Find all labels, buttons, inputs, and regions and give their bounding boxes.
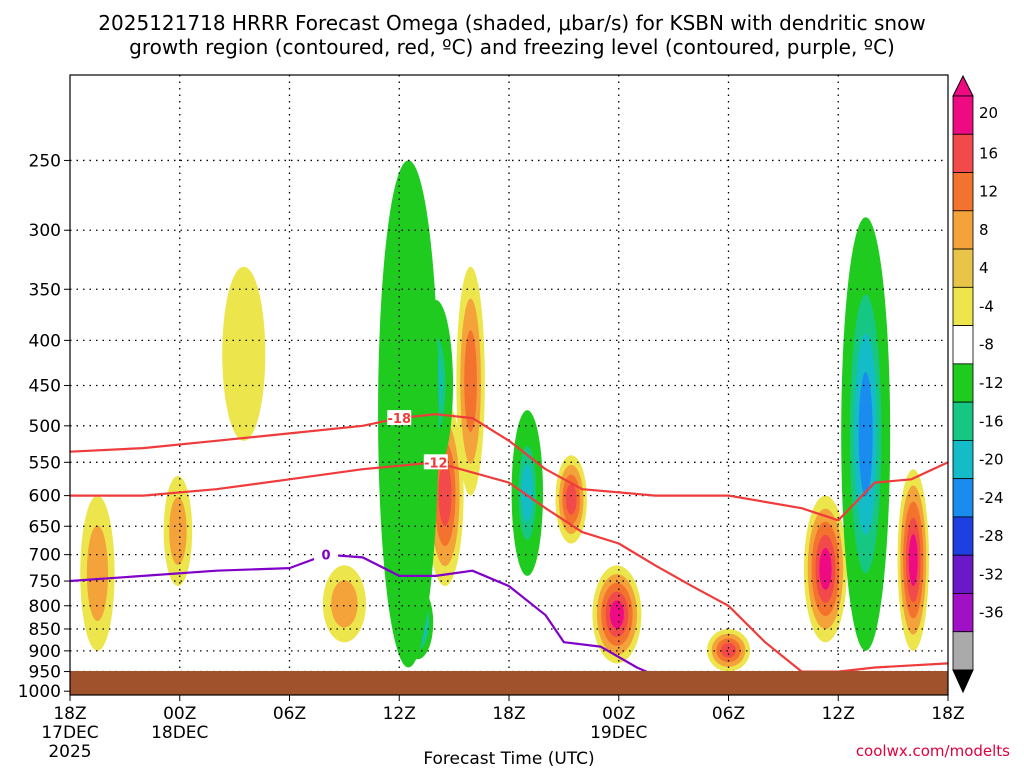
y-tick-label-650: 650 [29, 517, 61, 537]
credit-text: coolwx.com/modelts [856, 742, 1010, 760]
colorbar-swatch-8 [952, 401, 974, 441]
y-tick-label-750: 750 [29, 572, 61, 592]
plot-background [70, 75, 948, 695]
omega-cell-2-band-0 [222, 266, 266, 441]
omega-cell-10-band-4 [908, 534, 918, 586]
y-tick-label-300: 300 [29, 221, 61, 241]
colorbar-swatch-2 [952, 172, 974, 212]
colorbar-label-8: -16 [979, 412, 1004, 430]
x-tick-label-h0: 18Z [53, 704, 86, 724]
omega-cell-7-band-4 [609, 600, 624, 629]
colorbar-label-9: -20 [979, 451, 1004, 469]
y-tick-label-400: 400 [29, 331, 61, 351]
x-tick-label-h42: 12Z [822, 704, 855, 724]
colorbar-swatch-5 [952, 286, 974, 327]
colorbar-swatch-11 [952, 516, 974, 556]
omega-cell-5-band-2 [464, 330, 477, 433]
contour-label-1: -12 [424, 456, 448, 471]
colorbar-top-arrow [952, 74, 974, 97]
colorbar-swatch-6 [952, 325, 974, 365]
y-tick-label-1000: 1000 [18, 682, 61, 702]
omega-cell-3-band-1 [331, 580, 358, 628]
colorbar-swatch-4 [952, 248, 974, 288]
x-tick-label-h48: 18Z [931, 704, 964, 724]
contour-line-2 [69, 553, 656, 677]
x-tick-label-h6: 00Z [163, 704, 196, 724]
y-tick-label-550: 550 [29, 453, 61, 473]
colorbar-label-1: 16 [979, 144, 998, 162]
colorbar-label-13: -36 [979, 604, 1004, 622]
y-tick-label-700: 700 [29, 546, 61, 566]
contour-label-bg-0 [387, 410, 412, 426]
y-tick-label-250: 250 [29, 151, 61, 171]
colorbar-label-6: -8 [979, 336, 994, 354]
colorbar-swatch-14 [952, 631, 974, 671]
x-tick-label-h30: 00Z [602, 704, 635, 724]
x-tick-date-h6: 18DEC [151, 723, 208, 743]
y-tick-label-900: 900 [29, 642, 61, 662]
colorbar-label-2: 12 [979, 183, 998, 201]
contour-line-0 [69, 413, 949, 522]
x-axis-label: Forecast Time (UTC) [423, 749, 594, 768]
colorbar-swatch-1 [952, 133, 974, 173]
colorbar-label-10: -24 [979, 489, 1004, 507]
contour-label-0: -18 [388, 412, 412, 427]
x-tick-year-h0: 2025 [48, 742, 91, 762]
chart-title-line1: 2025121718 HRRR Forecast Omega (shaded, … [98, 11, 925, 35]
x-tick-date-h30: 19DEC [590, 723, 647, 743]
x-tick-label-h18: 12Z [383, 704, 416, 724]
y-tick-label-350: 350 [29, 280, 61, 300]
omega-cell-9-band-4 [819, 547, 832, 590]
omega-cell-4-band-3 [438, 462, 452, 527]
omega-cell-8-band-3 [721, 642, 736, 658]
colorbar-bottom-arrow [952, 669, 974, 694]
omega-cell-1-band-1 [169, 497, 187, 565]
colorbar-label-3: 8 [979, 221, 989, 239]
omega-cell-0-band-1 [86, 525, 109, 621]
y-tick-label-500: 500 [29, 417, 61, 437]
x-tick-label-h12: 06Z [273, 704, 306, 724]
contour-label-bg-1 [423, 454, 448, 470]
y-tick-label-800: 800 [29, 597, 61, 617]
colorbar-label-0: 20 [979, 104, 998, 122]
colorbar-label-7: -12 [979, 374, 1004, 392]
omega-cell-14-band-4 [858, 372, 873, 496]
chart-title-line2: growth region (contoured, red, ºC) and f… [129, 35, 895, 59]
omega-cell-12-band-3 [521, 464, 533, 522]
colorbar-label-12: -32 [979, 565, 1004, 583]
colorbar-swatch-12 [952, 554, 974, 594]
colorbar-swatch-7 [952, 363, 974, 403]
ground-surface [70, 671, 948, 695]
contour-label-2: 0 [322, 549, 331, 564]
colorbar-swatch-3 [952, 210, 974, 250]
contour-label-bg-2 [314, 546, 339, 562]
y-tick-label-950: 950 [29, 663, 61, 683]
x-tick-date-h0: 17DEC [41, 723, 98, 743]
colorbar-label-4: 4 [979, 259, 989, 277]
x-tick-label-h24: 18Z [492, 704, 525, 724]
colorbar-swatch-9 [952, 439, 974, 480]
y-axis: 2503003504004505005506006507007508008509… [18, 151, 70, 702]
colorbar-swatch-13 [952, 593, 974, 633]
omega-cell-6-band-3 [565, 484, 577, 515]
colorbar-swatch-10 [952, 478, 974, 518]
colorbar-label-11: -28 [979, 527, 1004, 545]
colorbar: 20 16 12 8 4 -4 -8 -12 -16 -20 -24 -28 -32 -36 [952, 74, 1004, 694]
plot-area: -18 -12 0 [69, 74, 949, 696]
colorbar-label-5: -4 [979, 297, 994, 315]
y-tick-label-850: 850 [29, 620, 61, 640]
y-tick-label-450: 450 [29, 376, 61, 396]
colorbar-swatch-0 [952, 95, 974, 135]
x-tick-label-h36: 06Z [712, 704, 745, 724]
y-tick-label-600: 600 [29, 487, 61, 507]
